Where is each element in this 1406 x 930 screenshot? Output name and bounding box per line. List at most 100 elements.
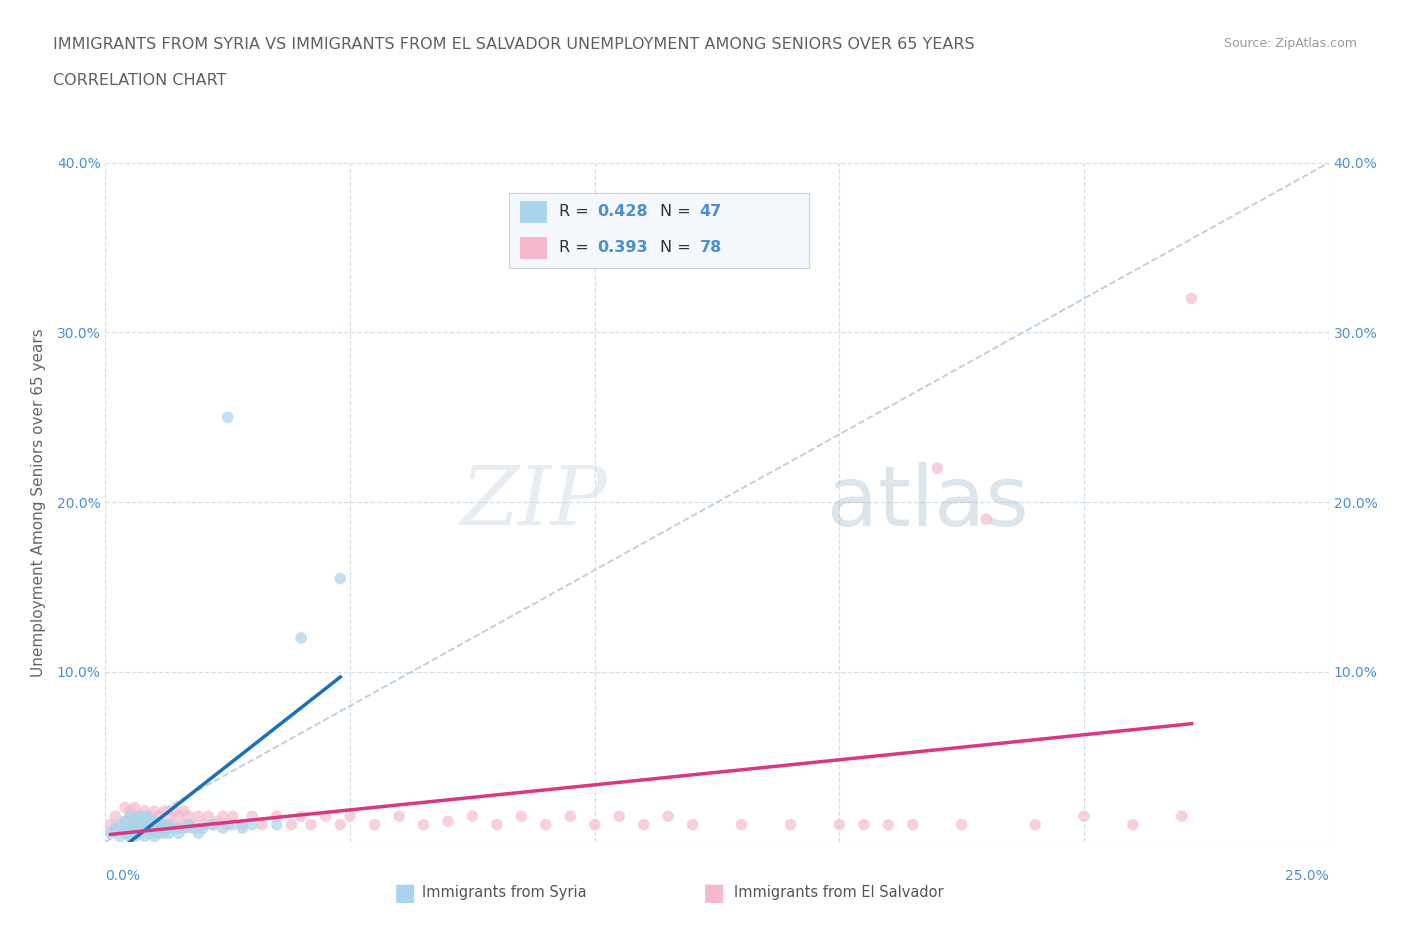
- Point: [183, 820, 205, 835]
- Point: [217, 410, 239, 425]
- Text: 0.0%: 0.0%: [105, 869, 141, 883]
- Text: Immigrants from El Salvador: Immigrants from El Salvador: [734, 885, 943, 900]
- Point: [280, 817, 302, 832]
- Point: [148, 826, 170, 841]
- Point: [682, 817, 704, 832]
- Point: [143, 817, 166, 832]
- Text: 0.393: 0.393: [598, 240, 648, 255]
- Point: [153, 817, 176, 832]
- Point: [173, 804, 195, 818]
- Point: [138, 812, 160, 827]
- Point: [134, 822, 156, 837]
- Point: [290, 631, 312, 645]
- Text: R =: R =: [558, 240, 593, 255]
- Point: [212, 809, 235, 824]
- Point: [329, 571, 352, 586]
- Point: [157, 809, 180, 824]
- Point: [231, 817, 253, 832]
- Point: [231, 820, 253, 835]
- Point: [240, 809, 263, 824]
- Point: [657, 809, 679, 824]
- Point: [221, 809, 243, 824]
- Point: [128, 809, 150, 824]
- Point: [329, 817, 352, 832]
- Point: [128, 826, 150, 841]
- Text: ■: ■: [394, 881, 416, 905]
- Point: [143, 804, 166, 818]
- Point: [485, 817, 508, 832]
- Y-axis label: Unemployment Among Seniors over 65 years: Unemployment Among Seniors over 65 years: [31, 328, 45, 677]
- Point: [138, 809, 160, 824]
- Point: [1122, 817, 1144, 832]
- Point: [1181, 291, 1204, 306]
- Point: [124, 800, 146, 815]
- Point: [950, 817, 973, 832]
- Point: [1024, 817, 1046, 832]
- Point: [143, 814, 166, 829]
- Point: [534, 817, 557, 832]
- Point: [148, 820, 170, 835]
- Point: [118, 820, 141, 835]
- Point: [138, 826, 160, 841]
- Point: [363, 817, 385, 832]
- Point: [240, 817, 263, 832]
- Point: [461, 809, 484, 824]
- Point: [187, 809, 209, 824]
- Point: [974, 512, 997, 526]
- Point: [108, 820, 131, 835]
- Text: 47: 47: [699, 204, 721, 219]
- Point: [98, 817, 121, 832]
- Point: [134, 817, 156, 832]
- Point: [148, 809, 170, 824]
- Point: [124, 814, 146, 829]
- Point: [266, 809, 288, 824]
- Point: [221, 817, 243, 832]
- Point: [108, 830, 131, 844]
- Point: [134, 817, 156, 832]
- Point: [901, 817, 924, 832]
- Point: [108, 817, 131, 832]
- Point: [104, 820, 127, 835]
- Point: [138, 820, 160, 835]
- Text: atlas: atlas: [827, 461, 1029, 543]
- Point: [118, 804, 141, 818]
- Point: [163, 804, 186, 818]
- Point: [207, 814, 229, 829]
- Point: [339, 809, 361, 824]
- Text: CORRELATION CHART: CORRELATION CHART: [53, 73, 226, 87]
- Point: [290, 809, 312, 824]
- Point: [583, 817, 606, 832]
- Point: [128, 809, 150, 824]
- Point: [212, 820, 235, 835]
- Point: [118, 809, 141, 824]
- Point: [193, 820, 215, 835]
- Text: 0.428: 0.428: [598, 204, 648, 219]
- Point: [143, 830, 166, 844]
- Point: [202, 817, 225, 832]
- Point: [187, 826, 209, 841]
- Point: [779, 817, 801, 832]
- Text: 25.0%: 25.0%: [1285, 869, 1329, 883]
- Point: [124, 812, 146, 827]
- Point: [250, 817, 273, 832]
- Point: [177, 809, 200, 824]
- Point: [197, 809, 219, 824]
- Point: [157, 817, 180, 832]
- Point: [299, 817, 322, 832]
- Bar: [520, 201, 547, 223]
- Point: [128, 817, 150, 832]
- Point: [124, 820, 146, 835]
- Point: [114, 814, 136, 829]
- Text: ZIP: ZIP: [460, 462, 607, 542]
- Point: [828, 817, 851, 832]
- Point: [173, 820, 195, 835]
- Point: [315, 809, 337, 824]
- Point: [202, 817, 225, 832]
- Text: ■: ■: [703, 881, 725, 905]
- Point: [177, 820, 200, 835]
- Point: [114, 826, 136, 841]
- Point: [560, 809, 582, 824]
- Point: [153, 804, 176, 818]
- Point: [134, 830, 156, 844]
- Point: [1171, 809, 1194, 824]
